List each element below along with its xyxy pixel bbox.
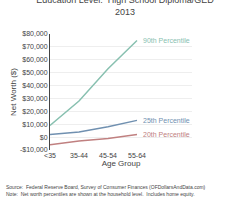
svg-text:$80,000: $80,000 (22, 30, 47, 37)
svg-text:Age Group: Age Group (102, 159, 141, 168)
svg-text:25th Percentile: 25th Percentile (143, 117, 190, 124)
svg-text:90th Percentile: 90th Percentile (143, 37, 190, 44)
svg-text:55-64: 55-64 (128, 152, 146, 159)
svg-text:$60,000: $60,000 (22, 56, 47, 63)
svg-text:$30,000: $30,000 (22, 95, 47, 102)
svg-text:20th Percentile: 20th Percentile (143, 131, 190, 138)
svg-text:$10,000: $10,000 (22, 121, 47, 128)
svg-text:-$10,000: -$10,000 (20, 146, 48, 153)
svg-text:$0: $0 (40, 134, 48, 141)
svg-text:45-54: 45-54 (99, 152, 117, 159)
svg-text:Net Worth ($): Net Worth ($) (9, 68, 18, 116)
svg-text:$70,000: $70,000 (22, 43, 47, 50)
svg-text:<35: <35 (44, 152, 56, 159)
svg-text:$50,000: $50,000 (22, 69, 47, 76)
svg-text:Source: Federal Reserve Board: Source: Federal Reserve Board, Survey of… (6, 184, 206, 197)
svg-text:$20,000: $20,000 (22, 108, 47, 115)
svg-text:$40,000: $40,000 (22, 82, 47, 89)
svg-text:35-44: 35-44 (70, 152, 88, 159)
svg-text:Education Level: High School: Education Level: High School Diploma/GED… (36, 0, 214, 17)
